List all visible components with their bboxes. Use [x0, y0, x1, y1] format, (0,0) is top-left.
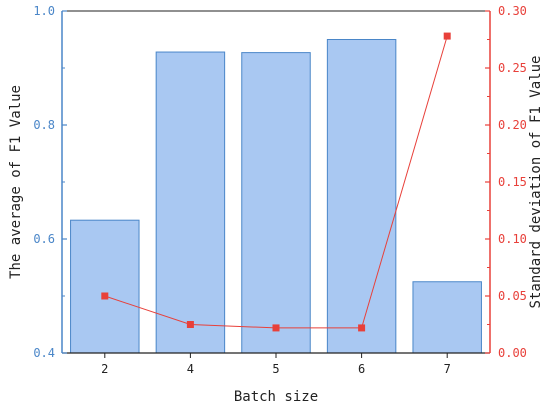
x-axis-ticks: 2 4 5 6 7: [101, 353, 451, 376]
x-axis-title: Batch size: [234, 389, 318, 405]
x-tick-label: 7: [444, 362, 451, 376]
bar-5: [241, 52, 311, 354]
right-y-tick-label: 0.00: [498, 346, 527, 360]
bar-4: [155, 51, 226, 354]
x-tick-label: 4: [187, 362, 194, 376]
right-y-axis-ticks: 0.00 0.05 0.10 0.15 0.20 0.25 0.30: [485, 4, 527, 360]
std-dev-marker-2: [101, 292, 109, 300]
x-tick-label: 2: [101, 362, 108, 376]
std-dev-marker-7: [443, 32, 451, 40]
bar-2: [70, 219, 140, 354]
left-y-tick-label: 0.8: [33, 118, 55, 132]
right-y-tick-label: 0.30: [498, 4, 527, 18]
right-y-tick-label: 0.10: [498, 232, 527, 246]
x-tick-label: 5: [272, 362, 279, 376]
left-y-tick-label: 1.0: [33, 4, 55, 18]
right-y-tick-label: 0.05: [498, 289, 527, 303]
std-dev-marker-5: [272, 324, 280, 332]
left-y-tick-label: 0.6: [33, 232, 55, 246]
bar-7: [412, 281, 482, 354]
bar-series: [70, 39, 482, 354]
bar-6: [326, 39, 397, 354]
std-dev-marker-6: [358, 324, 366, 332]
x-tick-label: 6: [358, 362, 365, 376]
left-y-axis-ticks: 0.4 0.6 0.8 1.0: [33, 4, 67, 360]
left-y-tick-label: 0.4: [33, 346, 55, 360]
right-y-axis-title: Standard deviation of F1 Value: [528, 56, 544, 309]
std-dev-marker-4: [186, 321, 194, 328]
left-y-axis-title: The average of F1 Value: [8, 85, 24, 279]
line-series: [101, 32, 451, 332]
right-y-tick-label: 0.25: [498, 61, 527, 75]
right-y-tick-label: 0.20: [498, 118, 527, 132]
right-y-tick-label: 0.15: [498, 175, 527, 189]
